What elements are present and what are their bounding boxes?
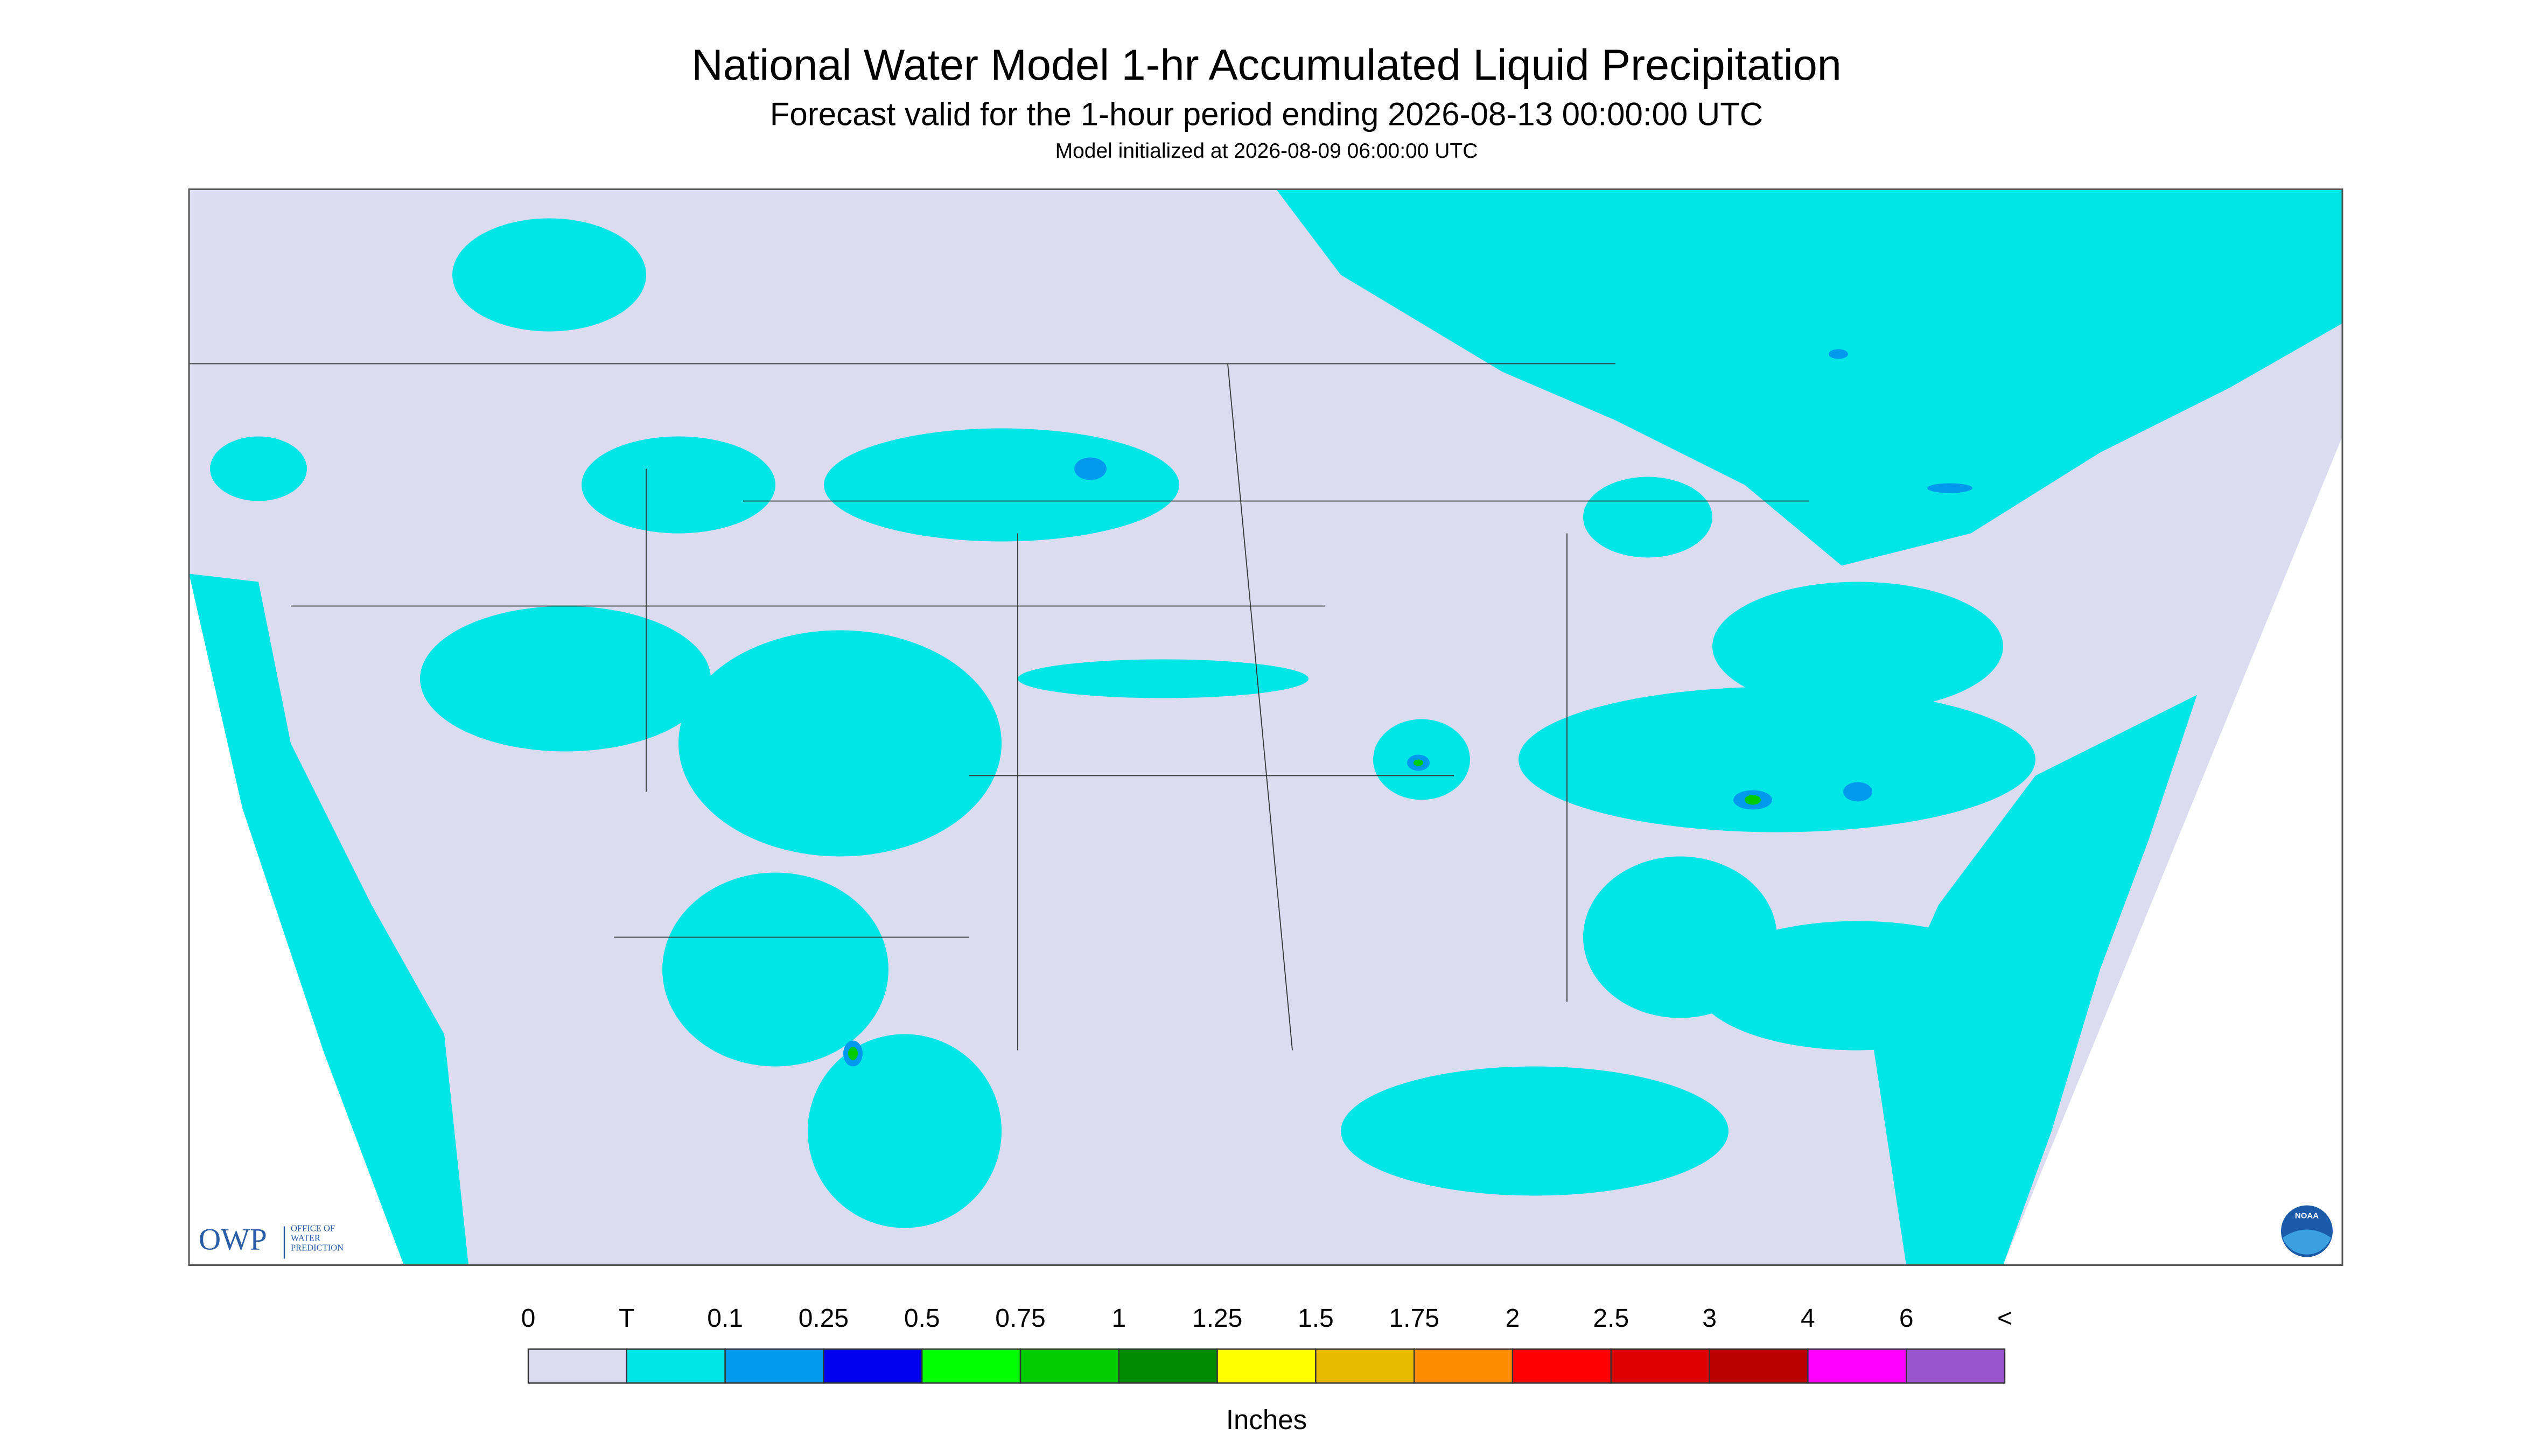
- colorbar-label: 0.5: [904, 1304, 940, 1333]
- colorbar-box: [1512, 1348, 1612, 1384]
- precip-area: [1874, 695, 2197, 1265]
- precip-area: [582, 436, 775, 534]
- colorbar-label: 4: [1801, 1304, 1815, 1333]
- precip-area: [420, 606, 711, 752]
- precip-area: [452, 218, 646, 332]
- colorbar-label: T: [619, 1304, 634, 1333]
- colorbar-box: [1905, 1348, 2006, 1384]
- colorbar-box: [724, 1348, 824, 1384]
- colorbar-unit: Inches: [1226, 1404, 1307, 1435]
- colorbar-box: [1807, 1348, 1907, 1384]
- colorbar-label: 1.75: [1389, 1304, 1439, 1333]
- colorbar-box: [1315, 1348, 1415, 1384]
- colorbar-box: [1610, 1348, 1710, 1384]
- owp-text: OFFICE OF: [291, 1223, 335, 1234]
- colorbar-label: 1: [1111, 1304, 1126, 1333]
- colorbar-label: 0: [521, 1304, 536, 1333]
- colorbar-label: 3: [1702, 1304, 1717, 1333]
- precip-heavy: [843, 349, 1972, 1067]
- owp-text: WATER: [291, 1233, 320, 1243]
- precip-area: [662, 872, 888, 1067]
- colorbar-box: [1019, 1348, 1120, 1384]
- precip-cell: [1745, 795, 1761, 805]
- init-time: Model initialized at 2026-08-09 06:00:00…: [1055, 139, 1478, 163]
- precip-area: [1276, 189, 2342, 566]
- colorbar-label: 2: [1506, 1304, 1520, 1333]
- precip-cell: [1829, 349, 1848, 359]
- map-border: [188, 188, 2343, 1266]
- colorbar-box: [823, 1348, 923, 1384]
- colorbar-label: 1.5: [1298, 1304, 1334, 1333]
- colorbar-box: [626, 1348, 726, 1384]
- colorbar-box: [527, 1348, 628, 1384]
- precip-area: [1341, 1066, 1729, 1196]
- map: OWP OFFICE OF WATER PREDICTION NOAA: [188, 188, 2343, 1266]
- owp-logo: OWP OFFICE OF WATER PREDICTION: [199, 1223, 344, 1259]
- noaa-text: NOAA: [2295, 1212, 2319, 1221]
- state-lines: [189, 363, 1809, 1051]
- precip-cell: [848, 1047, 858, 1060]
- precip-area: [210, 436, 307, 501]
- colorbar-label: 0.1: [707, 1304, 743, 1333]
- precip-area: [189, 573, 468, 1265]
- colorbar-box: [921, 1348, 1021, 1384]
- precip-area: [1018, 659, 1309, 698]
- precip-areas: [189, 189, 2342, 1265]
- colorbar-box: [1709, 1348, 1809, 1384]
- precip-core: [848, 759, 1761, 1060]
- colorbar-box: [1414, 1348, 1514, 1384]
- precip-area: [1696, 921, 2019, 1051]
- colorbar-label: 0.25: [799, 1304, 849, 1333]
- precip-cell: [1843, 782, 1872, 802]
- subtitle: Forecast valid for the 1-hour period end…: [770, 96, 1763, 132]
- colorbar-box: [1216, 1348, 1317, 1384]
- owp-mark: OWP: [199, 1223, 267, 1257]
- colorbar-label: 2.5: [1593, 1304, 1629, 1333]
- precip-area: [1712, 582, 2003, 711]
- precip-cell: [1927, 483, 1972, 493]
- precip-area: [1583, 477, 1712, 558]
- title: National Water Model 1-hr Accumulated Li…: [691, 41, 1842, 89]
- precip-cell: [1414, 759, 1423, 766]
- colorbar-label: <: [1997, 1304, 2012, 1333]
- precip-area: [678, 630, 1002, 857]
- precip-cell: [1074, 457, 1107, 480]
- boundaries: [189, 363, 1809, 1051]
- owp-text: PREDICTION: [291, 1243, 344, 1253]
- noaa-wave: [2283, 1229, 2331, 1255]
- noaa-logo: NOAA: [2281, 1205, 2333, 1257]
- colorbar-box: [1118, 1348, 1218, 1384]
- colorbar-label: 1.25: [1192, 1304, 1242, 1333]
- precip-area: [808, 1034, 1002, 1228]
- colorbar: 0 T 0.1 0.25 0.5 0.75 1 1.25 1.5 1.75 2 2.5 3 4 6 <: [521, 1304, 2012, 1384]
- precip-area: [1519, 687, 2035, 832]
- precip-area: [824, 428, 1179, 542]
- colorbar-label: 6: [1899, 1304, 1914, 1333]
- colorbar-label: 0.75: [995, 1304, 1045, 1333]
